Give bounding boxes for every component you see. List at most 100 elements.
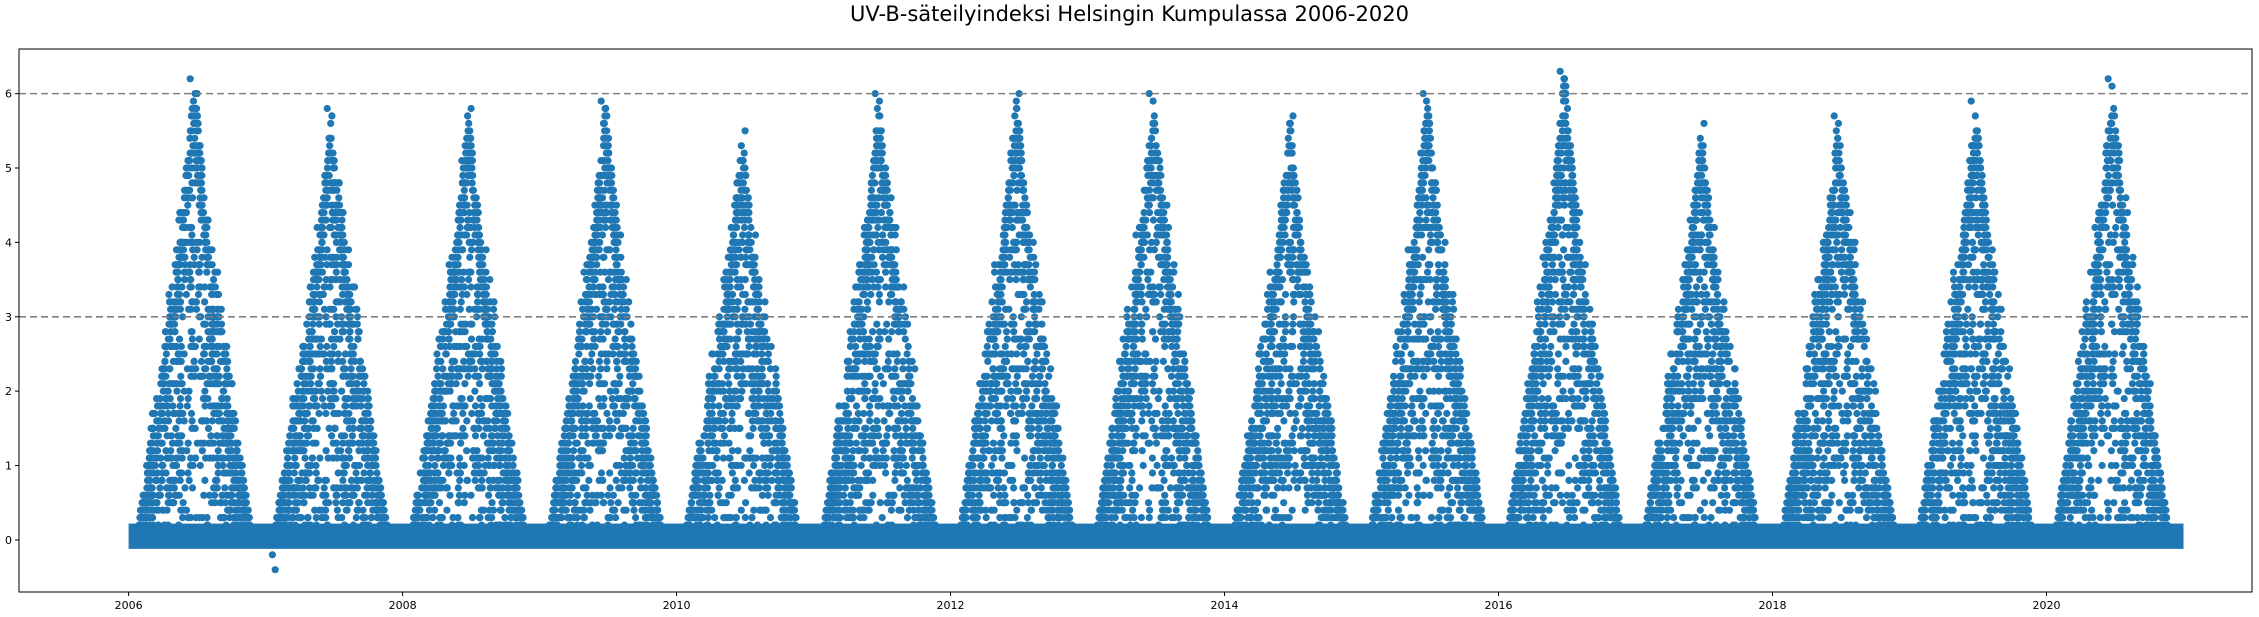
data-point bbox=[566, 521, 574, 529]
data-point bbox=[471, 402, 480, 410]
data-point bbox=[613, 342, 621, 351]
data-point bbox=[161, 342, 169, 351]
data-point bbox=[464, 112, 472, 120]
data-point bbox=[326, 395, 334, 403]
data-point bbox=[320, 194, 328, 202]
data-point bbox=[410, 521, 418, 529]
data-point bbox=[593, 417, 602, 425]
data-point bbox=[562, 439, 570, 447]
data-point bbox=[628, 342, 636, 351]
data-point bbox=[330, 328, 339, 336]
data-point bbox=[704, 380, 713, 388]
data-point bbox=[189, 461, 197, 470]
data-point bbox=[333, 491, 341, 499]
data-point bbox=[643, 528, 651, 537]
data-point bbox=[425, 491, 433, 499]
data-point bbox=[203, 261, 211, 269]
data-point bbox=[322, 179, 330, 187]
data-point bbox=[309, 350, 317, 358]
data-point bbox=[192, 454, 200, 462]
data-point bbox=[781, 491, 789, 499]
data-point bbox=[167, 447, 175, 455]
data-point bbox=[230, 476, 238, 484]
data-point bbox=[311, 395, 319, 403]
data-point bbox=[725, 439, 733, 447]
data-point bbox=[340, 461, 348, 470]
data-point bbox=[722, 514, 730, 522]
data-point bbox=[322, 447, 330, 455]
data-point bbox=[318, 223, 327, 232]
data-point bbox=[592, 223, 600, 232]
data-point bbox=[582, 424, 590, 432]
data-point bbox=[764, 350, 773, 358]
data-point bbox=[381, 528, 389, 537]
data-point bbox=[774, 447, 782, 455]
data-point bbox=[360, 469, 368, 477]
data-point bbox=[509, 461, 517, 470]
data-point bbox=[474, 342, 482, 351]
data-point bbox=[504, 439, 512, 447]
data-point bbox=[715, 402, 723, 410]
data-point bbox=[443, 506, 451, 514]
data-point bbox=[346, 528, 354, 537]
data-point bbox=[556, 514, 564, 522]
data-point bbox=[136, 514, 145, 522]
data-point bbox=[295, 365, 303, 373]
data-point bbox=[237, 484, 245, 492]
data-point bbox=[772, 402, 781, 410]
data-point bbox=[154, 521, 162, 529]
data-point bbox=[552, 491, 560, 499]
data-point bbox=[322, 276, 330, 284]
data-point bbox=[601, 104, 610, 113]
data-point bbox=[413, 491, 421, 499]
data-point bbox=[576, 372, 585, 380]
data-point bbox=[597, 186, 606, 194]
data-point bbox=[772, 365, 780, 373]
data-point bbox=[181, 261, 189, 269]
data-point bbox=[496, 506, 504, 514]
data-point bbox=[570, 424, 578, 432]
data-point bbox=[473, 201, 482, 209]
data-point bbox=[463, 476, 471, 484]
data-point bbox=[464, 164, 472, 172]
data-point bbox=[468, 149, 476, 157]
data-point bbox=[200, 491, 208, 499]
data-point bbox=[368, 454, 376, 462]
data-point bbox=[305, 402, 313, 410]
data-point bbox=[424, 417, 432, 425]
data-point bbox=[339, 499, 347, 507]
data-point bbox=[143, 476, 152, 484]
data-point bbox=[196, 461, 204, 470]
data-point bbox=[220, 454, 228, 462]
data-point bbox=[344, 395, 352, 403]
data-point bbox=[210, 328, 219, 336]
data-point bbox=[437, 357, 445, 365]
data-point bbox=[327, 335, 336, 343]
data-point bbox=[607, 499, 615, 507]
data-point bbox=[453, 268, 461, 276]
data-point bbox=[156, 491, 164, 499]
data-point bbox=[180, 350, 188, 358]
data-point bbox=[213, 432, 221, 440]
chart-title: UV-B-säteilyindeksi Helsingin Kumpulassa… bbox=[850, 2, 1409, 26]
data-point bbox=[620, 536, 628, 544]
data-point bbox=[156, 484, 164, 492]
data-point bbox=[728, 469, 737, 477]
data-point bbox=[328, 432, 336, 440]
data-point bbox=[151, 454, 159, 462]
data-point bbox=[600, 119, 609, 127]
data-point bbox=[339, 469, 347, 477]
data-point bbox=[471, 365, 479, 373]
data-point bbox=[467, 335, 476, 343]
data-point bbox=[603, 365, 611, 373]
data-point bbox=[157, 454, 165, 462]
data-point bbox=[434, 372, 442, 380]
data-point bbox=[603, 127, 611, 135]
data-point bbox=[595, 380, 603, 388]
data-point bbox=[569, 402, 577, 410]
data-point bbox=[696, 528, 704, 537]
data-point bbox=[315, 506, 323, 514]
data-point bbox=[348, 432, 356, 440]
data-point bbox=[465, 157, 473, 165]
data-point bbox=[496, 461, 504, 470]
